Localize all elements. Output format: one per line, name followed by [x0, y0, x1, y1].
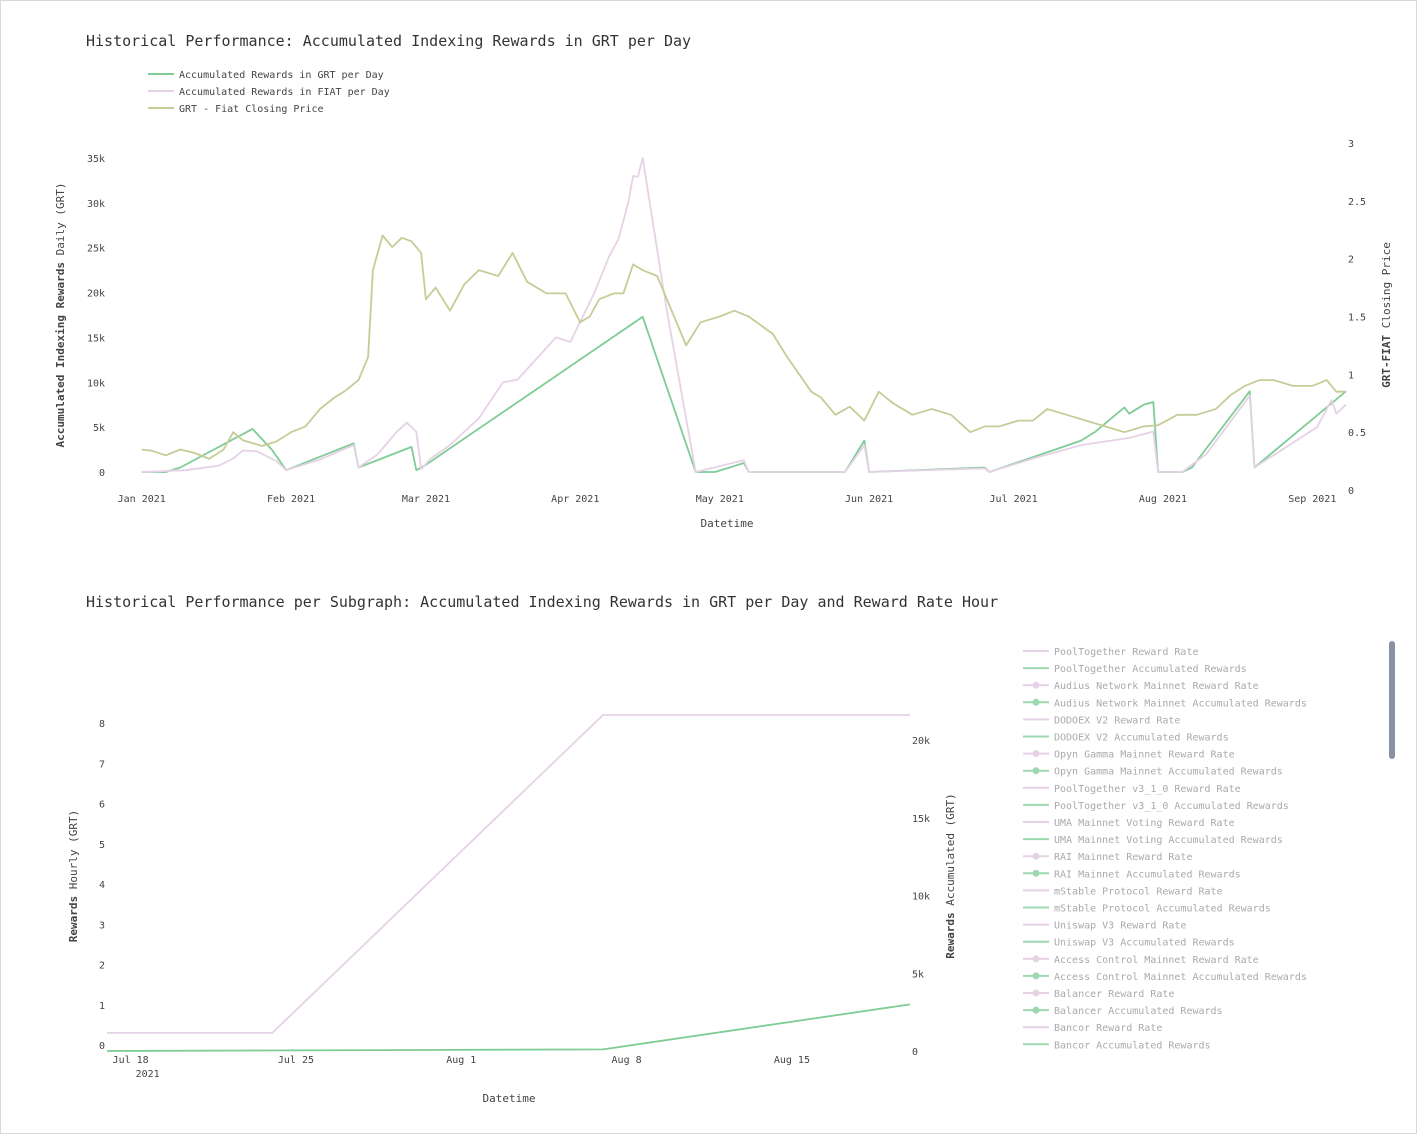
legend-item-label[interactable]: Uniswap V3 Reward Rate: [1054, 921, 1186, 932]
y2-axis-title-rest: Closing Price: [1380, 242, 1393, 335]
series-line-2: [141, 157, 1347, 473]
y-tick-label: 5k: [93, 423, 105, 434]
legend[interactable]: Accumulated Rewards in GRT per Day Accumu…: [148, 70, 390, 115]
series-line-1: [141, 315, 1347, 473]
y-tick-label: 25k: [87, 244, 105, 255]
legend-item-label[interactable]: DODOEX V2 Reward Rate: [1054, 715, 1180, 726]
y-axis-title-bold: Accumulated Indexing Rewards: [54, 262, 67, 447]
legend-item-label[interactable]: Audius Network Mainnet Accumulated Rewar…: [1054, 698, 1307, 709]
legend-marker: [1032, 767, 1040, 775]
y-axis-ticks: 0 5k 10k 15k 20k 25k 30k 35k: [87, 154, 105, 479]
legend-item-label[interactable]: UMA Mainnet Voting Reward Rate: [1054, 818, 1235, 829]
x-tick-label: Mar 2021: [402, 494, 450, 505]
legend-marker: [1032, 989, 1040, 997]
legend-item-label[interactable]: GRT - Fiat Closing Price: [179, 104, 324, 115]
legend-item-label[interactable]: Accumulated Rewards in GRT per Day: [179, 70, 384, 81]
chart-accumulated-rewards: Historical Performance: Accumulated Inde…: [54, 32, 1393, 530]
y2-tick-label: 0: [1348, 486, 1354, 497]
legend[interactable]: PoolTogether Reward Rate PoolTogether Acc…: [1023, 647, 1307, 1051]
legend-marker: [1032, 972, 1040, 980]
y2-tick-label: 1.5: [1348, 313, 1366, 324]
legend-item-label[interactable]: Bancor Accumulated Rewards: [1054, 1040, 1211, 1051]
legend-marker: [1032, 869, 1040, 877]
chart-title: Historical Performance: Accumulated Inde…: [86, 32, 691, 50]
x-tick-label: May 2021: [696, 494, 744, 505]
legend-item-label[interactable]: Accumulated Rewards in FIAT per Day: [179, 87, 390, 98]
legend-marker: [1032, 698, 1040, 706]
legend-item-label[interactable]: RAI Mainnet Accumulated Rewards: [1054, 869, 1241, 880]
x-tick-label: Jun 2021: [845, 494, 893, 505]
legend-item-label[interactable]: PoolTogether v3_1_0 Reward Rate: [1054, 784, 1241, 795]
legend-item-label[interactable]: mStable Protocol Accumulated Rewards: [1054, 904, 1271, 915]
legend-item-label[interactable]: Access Control Mainnet Reward Rate: [1054, 955, 1259, 966]
y2-tick-label: 2.5: [1348, 197, 1366, 208]
x-tick-label: Sep 2021: [1288, 494, 1336, 505]
x-tick-label: Jul 2021: [990, 494, 1038, 505]
y-tick-label: 10k: [87, 378, 105, 389]
x-axis-title: Datetime: [701, 517, 754, 530]
legend-item-label[interactable]: Opyn Gamma Mainnet Reward Rate: [1054, 750, 1235, 761]
y-tick-label: 35k: [87, 154, 105, 165]
legend-marker: [1032, 1006, 1040, 1014]
y2-axis-title: GRT-FIAT Closing Price: [1380, 242, 1393, 388]
y2-tick-label: 1: [1348, 370, 1354, 381]
y-tick-label: 20k: [87, 289, 105, 300]
y2-axis-ticks: 0 0.5 1 1.5 2 2.5 3: [1348, 139, 1366, 497]
legend-item-label[interactable]: Access Control Mainnet Accumulated Rewar…: [1054, 972, 1307, 983]
y2-axis-title-bold: GRT-FIAT: [1380, 334, 1393, 387]
legend-marker: [1032, 681, 1040, 689]
legend-item-label[interactable]: Audius Network Mainnet Reward Rate: [1054, 681, 1259, 692]
legend-item-label[interactable]: PoolTogether v3_1_0 Accumulated Rewards: [1054, 801, 1289, 812]
legend-item-label[interactable]: mStable Protocol Reward Rate: [1054, 886, 1223, 897]
legend-item-label[interactable]: Uniswap V3 Accumulated Rewards: [1054, 938, 1235, 949]
legend-marker: [1032, 955, 1040, 963]
x-tick-label: Aug 2021: [1139, 494, 1187, 505]
y2-tick-label: 2: [1348, 255, 1354, 266]
legend-item-label[interactable]: DODOEX V2 Accumulated Rewards: [1054, 733, 1229, 744]
legend-item-label[interactable]: Balancer Accumulated Rewards: [1054, 1006, 1223, 1017]
legend-item-label[interactable]: Bancor Reward Rate: [1054, 1023, 1162, 1034]
x-tick-label: Jan 2021: [118, 494, 166, 505]
legend-item-label[interactable]: UMA Mainnet Voting Accumulated Rewards: [1054, 835, 1283, 846]
series-line-3: [141, 234, 1346, 460]
legend-marker: [1032, 852, 1040, 860]
x-tick-label: Feb 2021: [267, 494, 315, 505]
x-axis-ticks: Jan 2021 Feb 2021 Mar 2021 Apr 2021 May 2021…: [118, 494, 1337, 505]
legend-item-label[interactable]: Opyn Gamma Mainnet Accumulated Rewards: [1054, 767, 1283, 778]
legend-item-label[interactable]: RAI Mainnet Reward Rate: [1054, 852, 1192, 863]
y-axis-title-rest: Daily (GRT): [54, 183, 67, 262]
legend-marker: [1032, 750, 1040, 758]
legend-scrollbar[interactable]: [1389, 641, 1395, 759]
legend-item-label[interactable]: PoolTogether Reward Rate: [1054, 647, 1199, 658]
x-tick-label: Apr 2021: [551, 494, 599, 505]
y2-tick-label: 0.5: [1348, 428, 1366, 439]
y2-tick-label: 3: [1348, 139, 1354, 150]
y-tick-label: 15k: [87, 333, 105, 344]
y-tick-label: 30k: [87, 199, 105, 210]
y-tick-label: 0: [99, 468, 105, 479]
legend-item-label[interactable]: Balancer Reward Rate: [1054, 989, 1174, 1000]
y-axis-title: Accumulated Indexing Rewards Daily (GRT): [54, 183, 67, 448]
legend-item-label[interactable]: PoolTogether Accumulated Rewards: [1054, 664, 1247, 675]
